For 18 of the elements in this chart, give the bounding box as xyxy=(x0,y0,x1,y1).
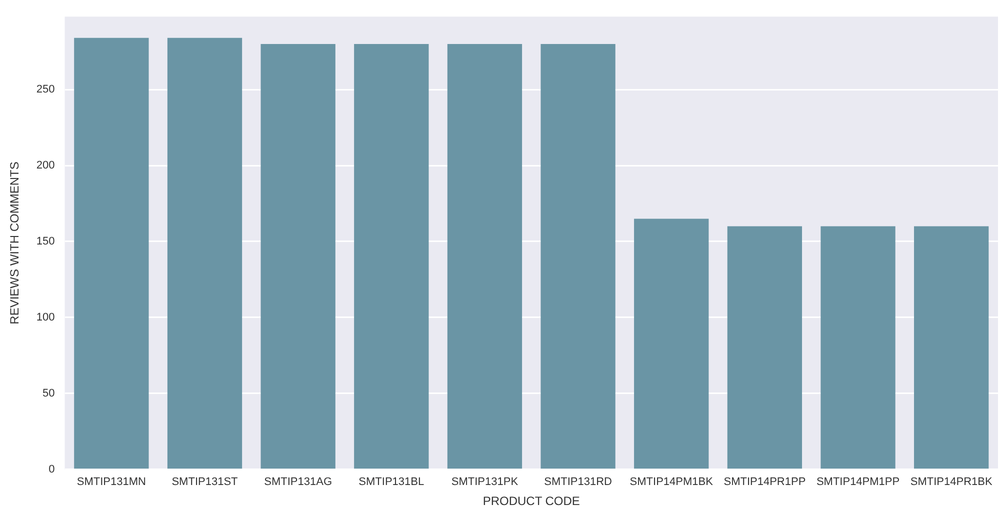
y-tick-label: 200 xyxy=(36,160,55,172)
x-axis-title: PRODUCT CODE xyxy=(482,494,580,508)
x-tick-label: SMTIP131AG xyxy=(264,476,332,488)
y-tick-label: 250 xyxy=(36,84,55,96)
x-tick-label: SMTIP131PK xyxy=(451,476,519,488)
x-tick-label: SMTIP131BL xyxy=(358,476,424,488)
x-tick-label: SMTIP14PM1BK xyxy=(630,476,714,488)
x-tick-label: SMTIP131MN xyxy=(76,476,146,488)
x-tick-label: SMTIP14PM1PP xyxy=(816,476,900,488)
x-tick-label: SMTIP14PR1PP xyxy=(724,476,806,488)
y-axis-title: REVIEWS WITH COMMENTS xyxy=(8,162,22,324)
y-tick-label: 50 xyxy=(42,387,55,400)
x-tick-label: SMTIP131RD xyxy=(544,476,612,488)
y-tick-label: 0 xyxy=(48,463,55,476)
x-tick-label: SMTIP131ST xyxy=(172,476,238,488)
y-tick-label: 150 xyxy=(36,236,55,248)
x-tick-label: SMTIP14PR1BK xyxy=(910,476,993,488)
y-tick-label: 100 xyxy=(36,311,55,324)
